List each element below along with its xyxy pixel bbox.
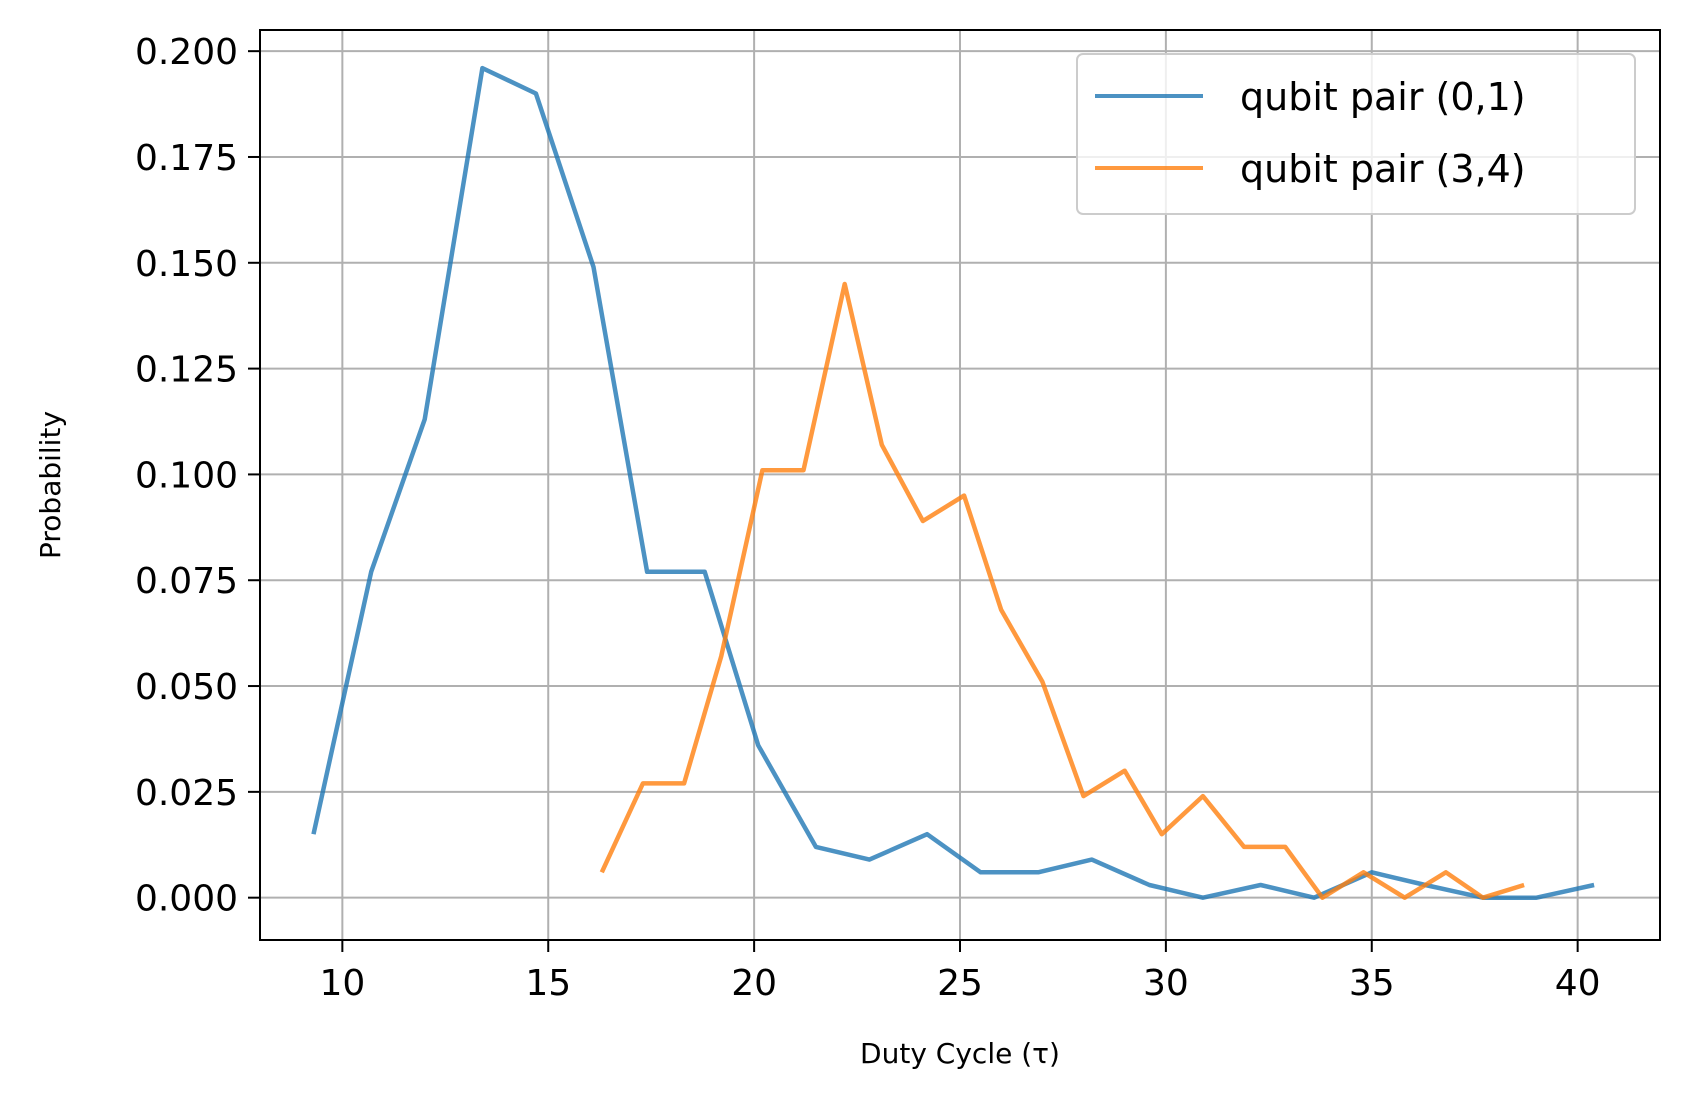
y-tick-label: 0.075 [135,561,238,602]
x-axis-ticks: 10 15 20 25 30 35 40 [319,940,1601,1004]
x-tick-label: 30 [1143,963,1189,1004]
y-tick-label: 0.000 [135,879,238,920]
x-tick-label: 10 [319,963,365,1004]
y-axis-ticks: 0.000 0.025 0.050 0.075 0.100 0.125 0.150 0.175… [135,32,260,920]
y-axis-label: Probability [34,411,67,559]
y-tick-label: 0.050 [135,667,238,708]
x-tick-label: 25 [937,963,983,1004]
y-tick-label: 0.025 [135,773,238,814]
x-axis-label: Duty Cycle (τ) [860,1037,1060,1070]
y-tick-label: 0.175 [135,138,238,179]
y-tick-label: 0.200 [135,32,238,73]
y-tick-label: 0.150 [135,244,238,285]
x-tick-label: 20 [731,963,777,1004]
series-line-0 [311,65,1595,900]
legend-label-qubit-pair-0-1: qubit pair (0,1) [1240,75,1526,119]
series-line-1 [599,281,1525,900]
x-tick-label: 35 [1349,963,1395,1004]
series-lines [311,65,1595,900]
grid [260,30,1660,940]
x-tick-label: 15 [525,963,571,1004]
legend-label-qubit-pair-3-4: qubit pair (3,4) [1240,147,1526,191]
y-tick-label: 0.100 [135,455,238,496]
legend-box [1076,53,1636,215]
legend: qubit pair (0,1) qubit pair (3,4) [1076,53,1636,215]
y-tick-label: 0.125 [135,350,238,391]
x-tick-label: 40 [1555,963,1601,1004]
